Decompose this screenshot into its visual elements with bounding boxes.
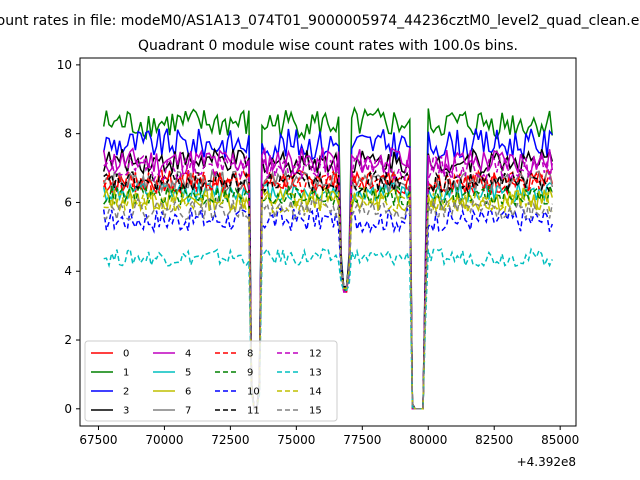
legend-label: 12 — [309, 349, 322, 360]
x-tick-label: 80000 — [409, 433, 447, 447]
series-line-15 — [103, 196, 554, 410]
legend-label: 9 — [247, 368, 253, 379]
x-tick-label: 77500 — [343, 433, 381, 447]
x-axis: 67500 70000 72500 75000 77500 80000 82500 85000 — [79, 426, 579, 447]
legend-label: 0 — [123, 349, 129, 360]
x-tick-label: 85000 — [541, 433, 579, 447]
series-line-14 — [103, 189, 553, 410]
series-line-1 — [102, 105, 554, 410]
y-tick-label: 2 — [64, 333, 72, 347]
legend-label: 13 — [309, 368, 322, 379]
legend-label: 2 — [123, 387, 129, 398]
y-tick-label: 8 — [64, 127, 72, 141]
series-line-11 — [103, 169, 553, 410]
legend-label: 15 — [309, 406, 322, 417]
x-tick-label: 72500 — [211, 433, 249, 447]
legend-label: 11 — [247, 406, 260, 417]
legend-label: 14 — [309, 387, 322, 398]
series-line-3 — [102, 147, 554, 410]
x-tick-label: 70000 — [145, 433, 183, 447]
legend-label: 8 — [247, 349, 253, 360]
y-tick-label: 4 — [64, 264, 72, 278]
y-tick-label: 0 — [64, 402, 72, 416]
x-tick-label: 67500 — [79, 433, 117, 447]
legend-label: 7 — [185, 406, 191, 417]
x-tick-label: 82500 — [475, 433, 513, 447]
series-line-9 — [103, 182, 554, 410]
series-line-6 — [102, 186, 554, 410]
legend-label: 3 — [123, 406, 129, 417]
legend-label: 4 — [185, 349, 191, 360]
x-axis-offset-label: +4.392e8 — [517, 455, 576, 469]
legend-label: 5 — [185, 368, 191, 379]
legend-box — [84, 340, 338, 422]
series-line-10 — [102, 206, 554, 410]
series-line-13 — [103, 247, 553, 410]
y-tick-label: 6 — [64, 195, 72, 209]
legend-label: 10 — [247, 387, 260, 398]
figure-suptitle: Count rates in file: modeM0/AS1A13_074T0… — [0, 13, 640, 29]
series-line-12 — [103, 153, 554, 410]
chart-title: Quadrant 0 module wise count rates with … — [138, 38, 518, 54]
legend-label: 1 — [123, 368, 129, 379]
axes-frame — [79, 57, 577, 427]
y-tick-label: 10 — [57, 58, 72, 72]
y-axis: 0 2 4 6 8 10 — [57, 58, 80, 416]
series-line-4 — [102, 146, 554, 410]
legend-label: 6 — [185, 387, 191, 398]
series-layer — [102, 105, 554, 410]
x-tick-label: 75000 — [277, 433, 315, 447]
